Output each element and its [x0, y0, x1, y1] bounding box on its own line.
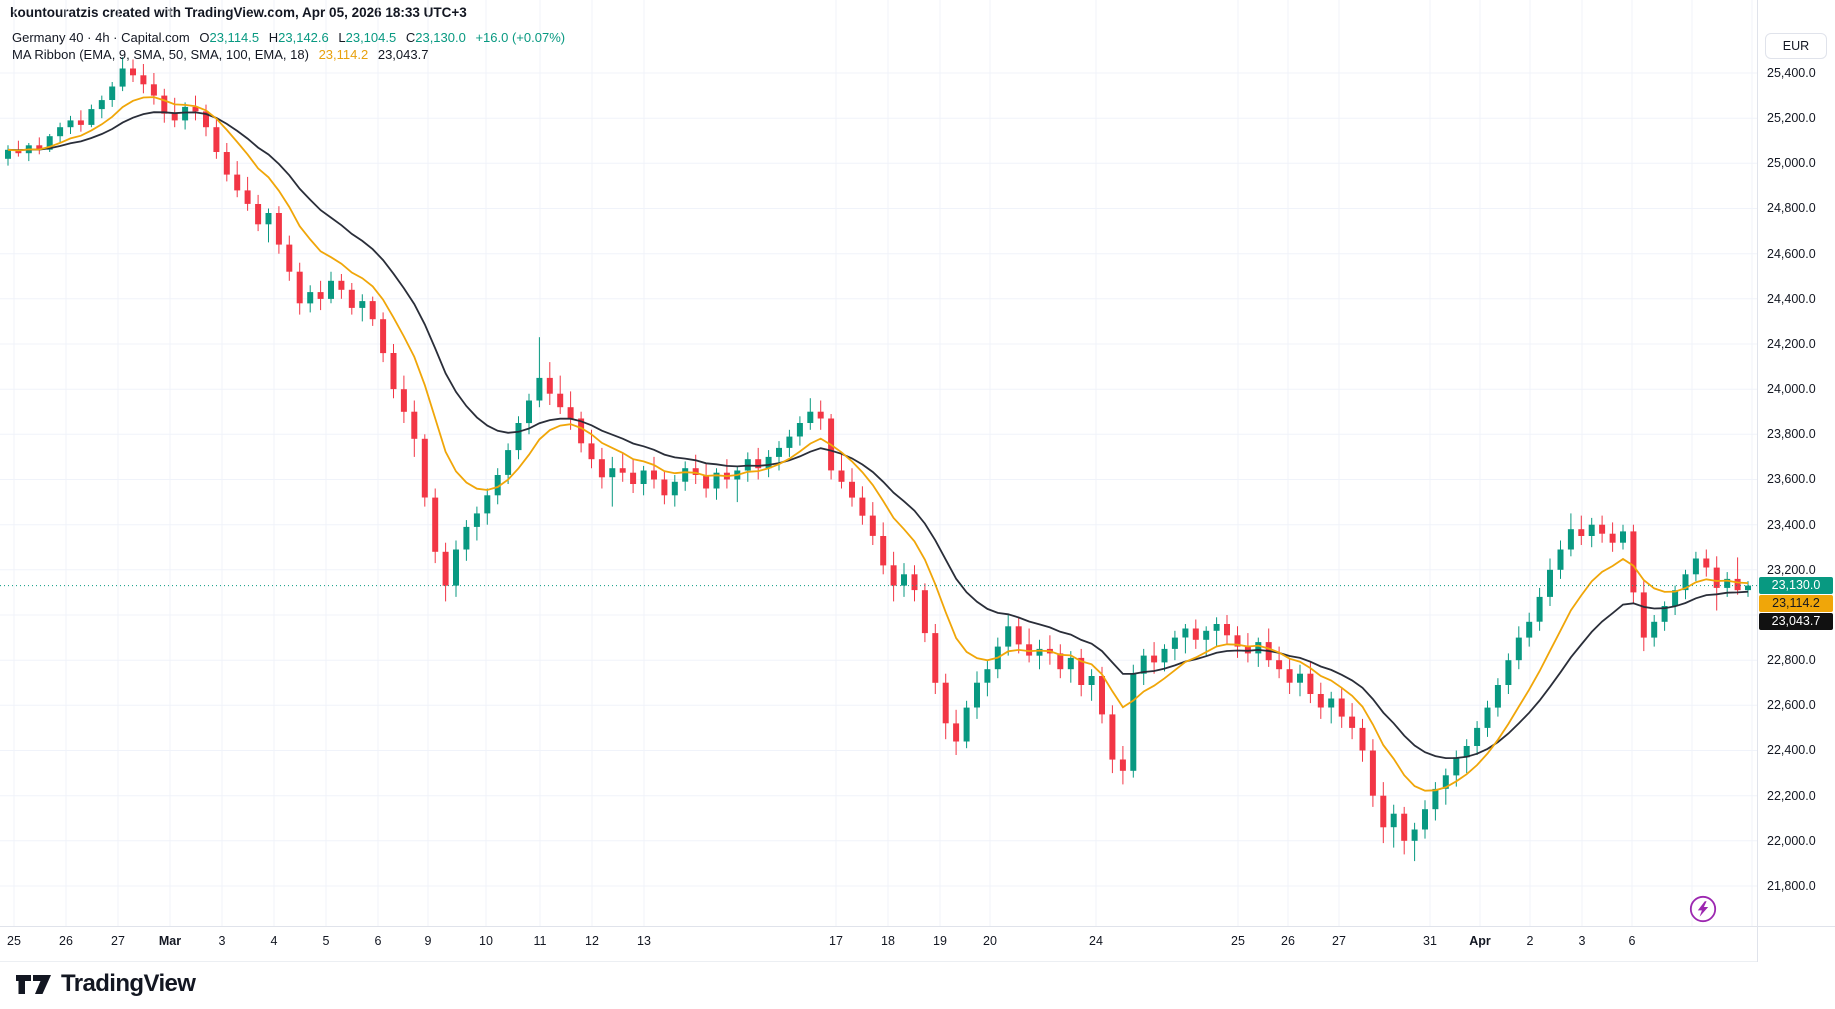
price-axis-label: 24,400.0 [1767, 291, 1816, 306]
time-axis-label: 27 [1332, 934, 1346, 948]
price-axis-label: 22,800.0 [1767, 653, 1816, 668]
time-axis-label: 10 [479, 934, 493, 948]
open-label: O [199, 30, 210, 45]
low-label: L [338, 30, 346, 45]
time-axis[interactable]: 25 26 27 Mar 3 4 5 6 9 10 11 12 13 17 18 19 20 24 25 26 27 31… [0, 926, 1757, 962]
time-axis-label: 12 [585, 934, 599, 948]
instant-trading-button[interactable] [1688, 894, 1718, 924]
time-axis-label: 5 [322, 934, 330, 948]
time-axis-label: 18 [881, 934, 895, 948]
time-axis-label: 26 [1281, 934, 1295, 948]
price-axis-label: 23,200.0 [1767, 562, 1816, 577]
price-axis-label: 25,000.0 [1767, 156, 1816, 171]
price-axis-label: 21,800.0 [1767, 878, 1816, 893]
price-axis-label: 24,000.0 [1767, 382, 1816, 397]
currency-button[interactable]: EUR [1765, 33, 1827, 59]
time-axis-label: 24 [1089, 934, 1103, 948]
price-axis-label: 24,800.0 [1767, 201, 1816, 216]
tradingview-logo[interactable]: TradingView [16, 970, 196, 998]
high-value: 23,142.6 [278, 30, 329, 45]
indicator-value-2: 23,043.7 [377, 47, 429, 62]
indicator-value-1: 23,114.2 [318, 47, 369, 62]
time-axis-label: Apr [1469, 934, 1491, 948]
time-axis-label: 2 [1526, 934, 1534, 948]
time-axis-label: 26 [59, 934, 73, 948]
price-axis-label: 22,200.0 [1767, 788, 1816, 803]
time-axis-label: 11 [533, 934, 547, 948]
price-badge: 23,130.0 [1759, 576, 1833, 594]
footer: TradingView [0, 962, 1835, 1009]
price-badge: 23,043.7 [1759, 612, 1833, 630]
time-axis-label: 20 [983, 934, 997, 948]
time-axis-label: 27 [111, 934, 125, 948]
low-value: 23,104.5 [345, 30, 397, 45]
time-axis-label: 25 [1231, 934, 1245, 948]
close-value: 23,130.0 [415, 30, 466, 45]
axis-corner [1757, 926, 1835, 963]
price-axis-label: 23,400.0 [1767, 517, 1816, 532]
time-axis-label: 25 [7, 934, 21, 948]
high-label: H [268, 30, 279, 45]
price-axis-label: 25,400.0 [1767, 66, 1816, 80]
symbol-legend-row[interactable]: Germany 40 · 4h · Capital.com O23,114.5 … [12, 29, 565, 46]
lightning-icon [1689, 895, 1717, 923]
time-axis-label: 6 [1628, 934, 1636, 948]
candlestick-chart[interactable] [0, 0, 1757, 926]
chart-legend: Germany 40 · 4h · Capital.com O23,114.5 … [12, 29, 565, 63]
time-axis-label: 13 [637, 934, 651, 948]
close-label: C [405, 30, 416, 45]
price-axis-label: 22,400.0 [1767, 743, 1816, 758]
tradingview-logo-icon [16, 975, 51, 994]
price-axis-label: 24,200.0 [1767, 336, 1816, 351]
symbol-title[interactable]: Germany 40 · 4h · Capital.com [12, 30, 190, 45]
time-axis-label: 31 [1423, 934, 1437, 948]
time-axis-label: 4 [270, 934, 278, 948]
price-axis-label: 22,000.0 [1767, 833, 1816, 848]
indicator-legend-row[interactable]: MA Ribbon (EMA, 9, SMA, 50, SMA, 100, EM… [12, 46, 565, 63]
attribution-text: kountouratzis created with TradingView.c… [10, 5, 467, 20]
price-axis-label: 22,600.0 [1767, 698, 1816, 713]
time-axis-label: 3 [218, 934, 226, 948]
price-badge: 23,114.2 [1759, 594, 1833, 612]
time-axis-label: 6 [374, 934, 382, 948]
price-axis-label: 23,600.0 [1767, 472, 1816, 487]
time-axis-label: 3 [1578, 934, 1586, 948]
price-axis-label: 23,800.0 [1767, 427, 1816, 442]
time-axis-label: 17 [829, 934, 843, 948]
chart-pane[interactable] [0, 0, 1757, 926]
open-value: 23,114.5 [209, 30, 260, 45]
time-axis-label: Mar [158, 934, 182, 948]
price-axis[interactable]: EUR 25,400.0 25,200.0 25,000.0 24,800.0 24,6… [1757, 0, 1835, 962]
time-axis-label: 19 [933, 934, 947, 948]
time-axis-label: 9 [424, 934, 432, 948]
tradingview-logo-text: TradingView [61, 970, 196, 997]
price-axis-label: 25,200.0 [1767, 111, 1816, 126]
price-axis-label: 24,600.0 [1767, 246, 1816, 261]
indicator-name[interactable]: MA Ribbon (EMA, 9, SMA, 50, SMA, 100, EM… [12, 47, 309, 62]
change-value: +16.0 (+0.07%) [475, 30, 566, 45]
